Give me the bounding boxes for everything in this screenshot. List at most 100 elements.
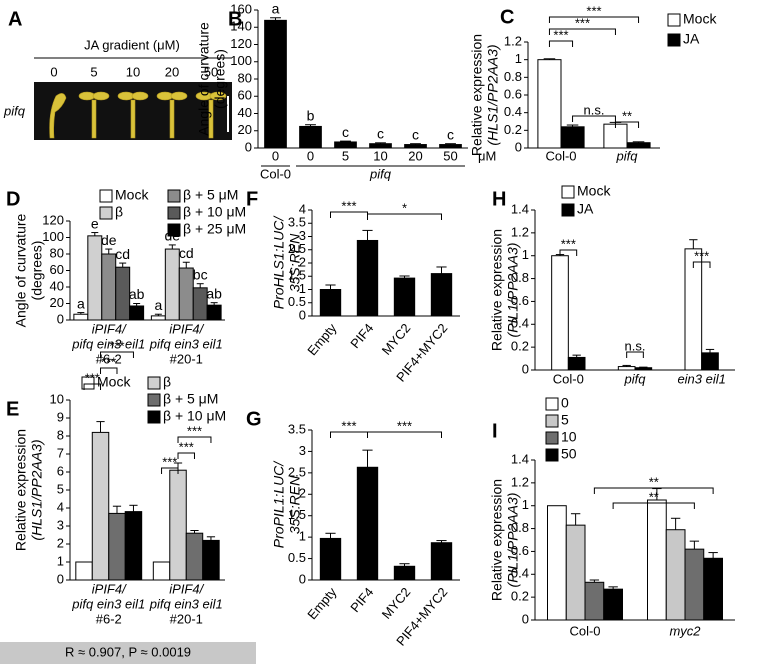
bar <box>115 266 131 321</box>
y-axis-label: Relative expression <box>489 229 505 351</box>
y-tick-label: 100 <box>230 53 252 68</box>
bar <box>334 141 357 149</box>
x-tick-label: #20-1 <box>170 351 203 366</box>
panel-letter: F <box>246 188 258 210</box>
x-tick-label: pifq ein3 eil1 <box>71 596 145 611</box>
x-tick-label: Empty <box>304 584 339 622</box>
x-tick-label: PIF4 <box>347 584 376 615</box>
x-tick-label: 50 <box>443 148 457 163</box>
legend-swatch <box>561 185 575 199</box>
y-tick-label: 0 <box>299 571 306 586</box>
y-axis-label: (PIL1/PP2AA3) <box>505 493 521 588</box>
dose-label: 5 <box>90 64 97 79</box>
y-axis-label: Angle of curvature <box>196 22 212 136</box>
bar <box>567 356 586 371</box>
legend-label: Mock <box>577 183 611 199</box>
bar <box>108 512 126 581</box>
y-axis-label: Relative expression <box>13 429 29 551</box>
group-label: Col-0 <box>260 166 291 181</box>
y-tick-label: 0.8 <box>511 270 529 285</box>
y-tick-label: 3 <box>57 517 64 532</box>
significance-letter: ab <box>129 286 145 302</box>
comparison-bracket <box>559 249 578 256</box>
comparison-bracket <box>612 502 695 509</box>
significance-letter: ab <box>206 285 222 301</box>
bar <box>665 529 686 621</box>
legend-label: β + 10 μM <box>183 204 246 220</box>
bar <box>647 499 667 621</box>
y-tick-label: 5 <box>57 481 64 496</box>
bar <box>551 255 569 371</box>
y-tick-label: 60 <box>238 88 252 103</box>
y-tick-label: 80 <box>238 70 252 85</box>
y-tick-label: 20 <box>50 295 64 310</box>
panel-a: A JA gradient (μM) 0 5 10 20 50 pifq <box>3 8 232 140</box>
x-tick-label: 10 <box>373 148 387 163</box>
y-tick-label: 3 <box>299 228 306 243</box>
comparison-label: *** <box>187 423 202 438</box>
significance-letter: b <box>307 107 315 123</box>
x-tick-label: pifq ein3 eil1 <box>149 596 223 611</box>
bar <box>192 287 208 321</box>
y-tick-label: 1.2 <box>511 224 529 239</box>
y-tick-label: 2 <box>299 486 306 501</box>
bar <box>299 125 322 149</box>
bar <box>124 511 143 581</box>
y-tick-label: 0.4 <box>504 104 522 119</box>
y-tick-label: 0.6 <box>511 293 529 308</box>
panel-letter: C <box>500 6 514 28</box>
x-tick-label: pifq <box>624 371 647 386</box>
comparison-label: *** <box>341 418 356 433</box>
y-tick-label: 80 <box>50 245 64 260</box>
comparison-bracket <box>692 261 711 268</box>
y-tick-label: 2.5 <box>288 241 306 256</box>
y-tick-label: 0 <box>299 307 306 322</box>
bar <box>634 367 653 371</box>
y-axis-label: (degrees) <box>212 49 228 109</box>
x-tick-label: 0 <box>272 148 279 163</box>
comparison-label: *** <box>575 15 590 30</box>
legend-swatch <box>147 393 161 407</box>
y-tick-label: 120 <box>42 212 64 227</box>
y-tick-label: 0 <box>57 311 64 326</box>
comparison-bracket <box>100 351 134 358</box>
significance-letter: cd <box>179 245 194 261</box>
y-tick-label: 0 <box>515 139 522 154</box>
y-axis-label: ProHLS1:LUC/ <box>271 215 287 310</box>
x-tick-label: #6-2 <box>96 611 122 626</box>
legend-swatch <box>99 206 113 220</box>
dose-label: 10 <box>126 64 140 79</box>
comparison-label: n.s. <box>625 338 646 353</box>
comparison-bracket <box>572 115 616 122</box>
bar <box>393 277 416 317</box>
y-tick-label: 0.8 <box>511 520 529 535</box>
x-tick-label: Col-0 <box>569 623 600 638</box>
comparison-bracket <box>83 383 102 390</box>
legend-label: β <box>115 204 123 220</box>
comparison-bracket <box>367 213 442 220</box>
x-tick-label: MYC2 <box>379 320 414 357</box>
bar <box>626 142 651 149</box>
comparison-bracket <box>548 28 616 35</box>
bar <box>319 289 342 317</box>
bar <box>560 126 585 149</box>
bar <box>393 565 416 581</box>
legend-swatch <box>545 431 559 445</box>
y-tick-label: 8 <box>57 427 64 442</box>
x-tick-label: Col-0 <box>545 148 576 163</box>
comparison-label: *** <box>397 418 412 433</box>
comparison-label: *** <box>586 3 601 18</box>
comparison-bracket <box>614 121 640 128</box>
bar <box>206 304 222 321</box>
legend-label: 50 <box>561 446 577 462</box>
comparison-label: *** <box>553 27 568 42</box>
legend-swatch <box>167 223 181 237</box>
comparison-label: *** <box>101 354 116 369</box>
y-tick-label: 4 <box>57 499 64 514</box>
bar <box>439 144 462 149</box>
significance-letter: cd <box>115 246 130 262</box>
y-axis-label: Angle of curvature <box>13 213 29 327</box>
y-axis-label: Relative expression <box>489 479 505 601</box>
y-tick-label: 3 <box>299 443 306 458</box>
bar <box>73 313 89 321</box>
